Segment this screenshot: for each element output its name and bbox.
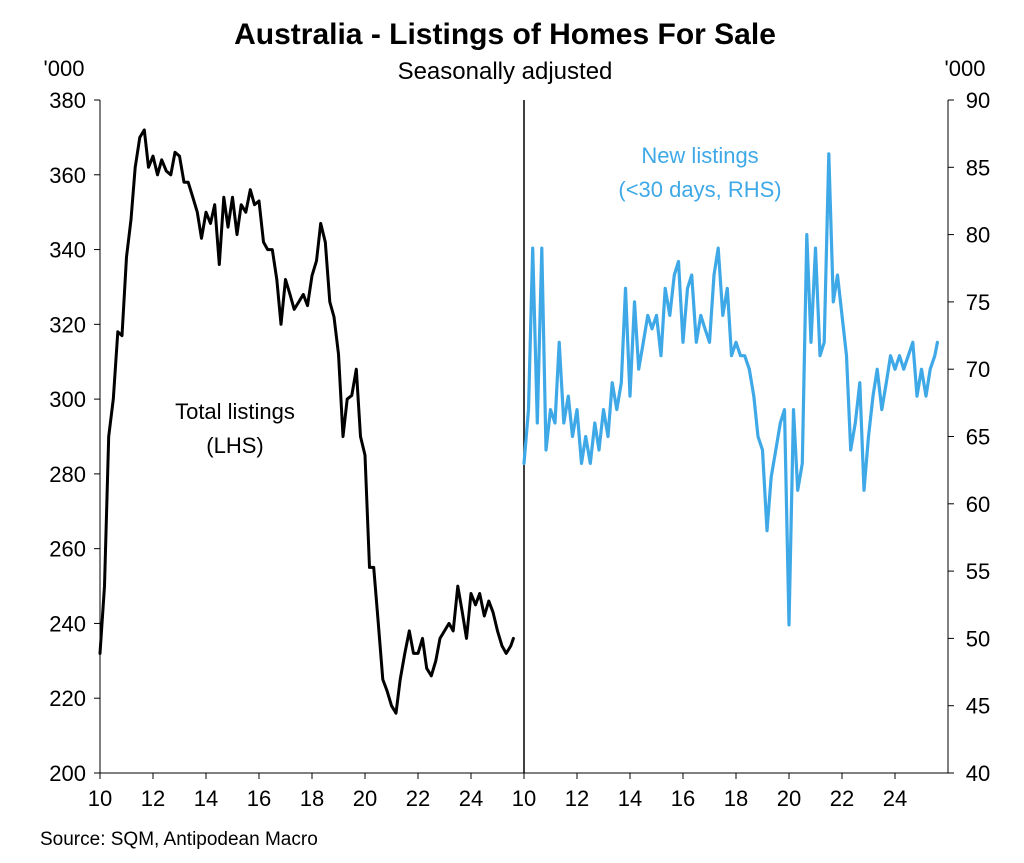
x-tick-label-right: 22 xyxy=(830,786,854,811)
x-tick-label-right: 24 xyxy=(883,786,907,811)
right-y-tick-label: 85 xyxy=(966,155,990,180)
total-listings-label-line1: Total listings xyxy=(175,399,295,424)
right-y-ticks: 40 45 50 55 60 65 70 75 80 85 90 xyxy=(948,88,990,786)
chart-subtitle: Seasonally adjusted xyxy=(398,58,613,85)
x-tick-label-left: 20 xyxy=(353,786,377,811)
new-listings-label-line1: New listings xyxy=(641,143,758,168)
left-y-tick-label: 360 xyxy=(49,163,86,188)
right-y-tick-label: 45 xyxy=(966,694,990,719)
right-y-tick-label: 80 xyxy=(966,223,990,248)
x-ticks: 10 12 14 16 18 20 22 24 10 12 14 16 18 20 22 24 xyxy=(88,773,907,811)
x-tick-label-left: 16 xyxy=(247,786,271,811)
x-tick-label-right: 14 xyxy=(618,786,642,811)
right-y-tick-label: 55 xyxy=(966,559,990,584)
new-listings-line xyxy=(522,152,940,627)
total-listings-label-line2: (LHS) xyxy=(206,433,263,458)
x-tick-label-left: 14 xyxy=(194,786,218,811)
x-tick-label-right: 20 xyxy=(777,786,801,811)
right-y-tick-label: 40 xyxy=(966,761,990,786)
new-listings-label-line2: (<30 days, RHS) xyxy=(618,177,781,202)
left-y-tick-label: 320 xyxy=(49,312,86,337)
left-y-tick-label: 380 xyxy=(49,88,86,113)
x-tick-label-left: 18 xyxy=(300,786,324,811)
left-y-tick-label: 240 xyxy=(49,611,86,636)
right-y-tick-label: 70 xyxy=(966,357,990,382)
right-y-tick-label: 65 xyxy=(966,425,990,450)
x-tick-label-left: 22 xyxy=(406,786,430,811)
x-tick-label-right: 10 xyxy=(512,786,536,811)
right-y-tick-label: 75 xyxy=(966,290,990,315)
x-tick-label-right: 16 xyxy=(671,786,695,811)
source-note: Source: SQM, Antipodean Macro xyxy=(40,829,318,850)
left-y-ticks: 200 220 240 260 280 300 320 340 360 380 xyxy=(49,88,100,786)
left-y-tick-label: 220 xyxy=(49,686,86,711)
total-listings-line xyxy=(98,128,515,715)
series-lines xyxy=(98,128,940,715)
right-y-tick-label: 60 xyxy=(966,492,990,517)
left-y-tick-label: 300 xyxy=(49,387,86,412)
left-y-tick-label: 340 xyxy=(49,238,86,263)
left-axis-unit: '000 xyxy=(44,56,85,81)
x-tick-label-right: 18 xyxy=(724,786,748,811)
x-tick-label-left: 12 xyxy=(141,786,165,811)
left-y-tick-label: 260 xyxy=(49,537,86,562)
chart-title: Australia - Listings of Homes For Sale xyxy=(234,18,776,51)
x-tick-label-left: 24 xyxy=(459,786,483,811)
left-y-tick-label: 200 xyxy=(49,761,86,786)
left-y-tick-label: 280 xyxy=(49,462,86,487)
right-y-tick-label: 90 xyxy=(966,88,990,113)
x-tick-label-left: 10 xyxy=(88,786,112,811)
x-tick-label-right: 12 xyxy=(565,786,589,811)
right-axis-unit: '000 xyxy=(945,56,986,81)
right-y-tick-label: 50 xyxy=(966,626,990,651)
